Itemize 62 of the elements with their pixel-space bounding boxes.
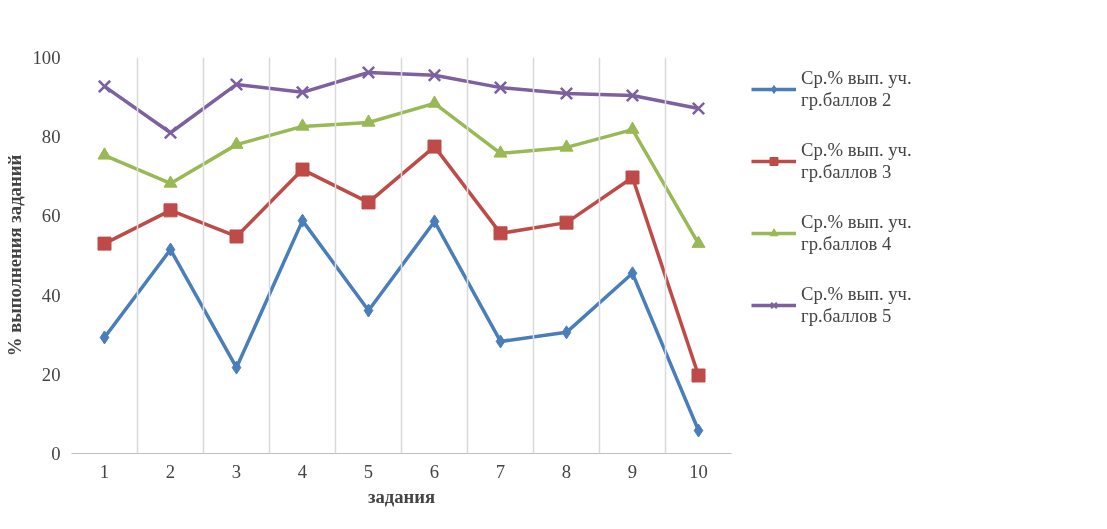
point	[97, 79, 112, 94]
legend-label: Ср.% вып. уч. гр.баллов 3	[801, 139, 912, 183]
point	[295, 162, 310, 177]
point	[493, 80, 508, 95]
y-tick-label: 40	[41, 284, 61, 306]
point	[229, 136, 244, 149]
legend-label: Ср.% вып. уч. гр.баллов 2	[801, 67, 912, 111]
point	[559, 139, 574, 152]
point	[97, 236, 112, 251]
x-tick-label: 6	[429, 460, 440, 482]
point	[361, 114, 376, 127]
point	[363, 303, 374, 318]
point	[231, 360, 242, 375]
y-axis-title: % выполнения заданий	[3, 154, 25, 357]
point	[427, 68, 442, 83]
x-tick-label: 7	[495, 460, 506, 482]
point	[625, 121, 640, 134]
x-axis-title: задания	[367, 485, 436, 507]
point	[295, 118, 310, 131]
y-tick-label: 0	[51, 443, 61, 464]
point	[295, 85, 310, 100]
x-tick-label: 4	[297, 460, 308, 482]
x-tick-label: 3	[231, 460, 242, 482]
x-tick-label: 1	[99, 460, 110, 482]
y-tick-label: 80	[41, 126, 61, 148]
point	[229, 77, 244, 92]
point	[625, 170, 640, 185]
point	[229, 229, 244, 244]
point	[495, 334, 506, 349]
point	[427, 95, 442, 108]
x-tick-label: 2	[165, 460, 176, 482]
point	[97, 147, 112, 160]
point	[99, 330, 110, 345]
x-tick-label: 10	[689, 460, 708, 482]
x-tick-label: 5	[363, 460, 374, 482]
legend-label: Ср.% вып. уч. гр.баллов 4	[801, 211, 912, 255]
y-tick-label: 60	[41, 205, 61, 227]
point	[361, 65, 376, 80]
point	[691, 368, 706, 383]
point	[163, 203, 178, 218]
point	[493, 226, 508, 241]
point	[493, 145, 508, 158]
point	[693, 423, 704, 438]
point	[691, 235, 706, 248]
point	[163, 175, 178, 188]
point	[559, 215, 574, 230]
point	[625, 88, 640, 103]
point	[361, 195, 376, 210]
legend-label: Ср.% вып. уч. гр.баллов 5	[801, 283, 912, 327]
point	[627, 266, 638, 281]
point	[691, 101, 706, 116]
point	[561, 325, 572, 340]
point	[427, 139, 442, 154]
point	[429, 214, 440, 229]
x-tick-label: 8	[561, 460, 572, 482]
point	[297, 213, 308, 228]
y-tick-label: 20	[41, 363, 61, 385]
y-tick-label: 100	[32, 47, 61, 68]
point	[165, 242, 176, 257]
x-tick-label: 9	[627, 460, 638, 482]
point	[559, 86, 574, 101]
point	[163, 125, 178, 140]
